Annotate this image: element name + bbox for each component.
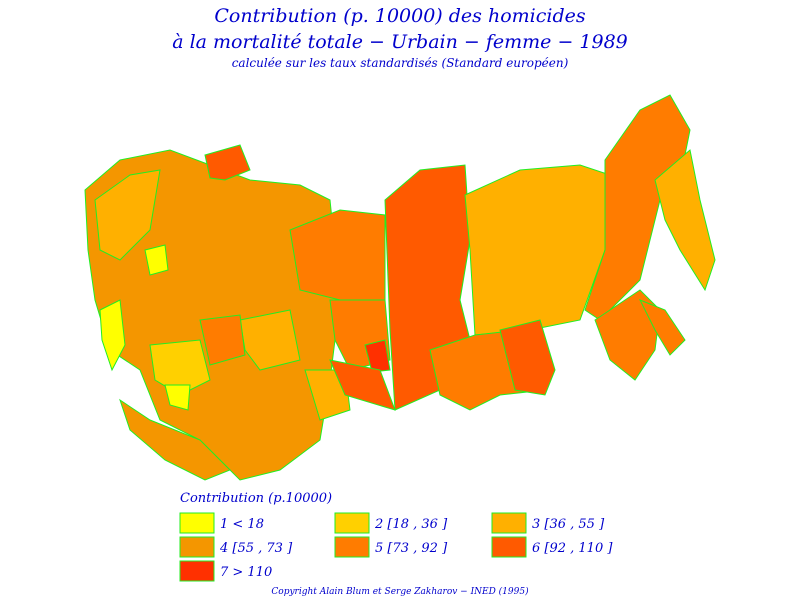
- legend-label: 3 [36 , 55 ]: [532, 517, 605, 532]
- region: [304, 369, 351, 421]
- region: [119, 398, 231, 481]
- legend-label: 4 [55 , 73 ]: [219, 541, 293, 556]
- region: [499, 319, 556, 396]
- region: [149, 339, 211, 396]
- legend-label: 1 < 18: [220, 517, 264, 532]
- legend-swatch: [491, 536, 527, 558]
- legend: 1 < 18 2 [18 , 36 ] 3 [36 , 55 ] 4 [55 , 73…: [179, 512, 613, 582]
- region: [204, 144, 251, 181]
- region: [654, 149, 716, 292]
- copyright: Copyright Alain Blum et Serge Zakharov −…: [271, 586, 529, 597]
- legend-swatch: [334, 512, 370, 534]
- legend-label: 6 [92 , 110 ]: [532, 541, 613, 556]
- region: [199, 314, 246, 366]
- legend-label: 7 > 110: [220, 565, 272, 580]
- region: [144, 244, 169, 276]
- legend-label: 5 [73 , 92 ]: [375, 541, 448, 556]
- region: [464, 164, 611, 336]
- legend-swatch: [179, 536, 215, 558]
- map: [84, 94, 716, 481]
- region: [594, 289, 661, 381]
- region: [364, 339, 391, 373]
- region: [94, 169, 161, 261]
- legend-title: Contribution (p.10000): [180, 491, 332, 506]
- legend-swatch: [491, 512, 527, 534]
- legend-label: 2 [18 , 36 ]: [374, 517, 448, 532]
- subtitle: à la mortalité totale − Urbain − femme −…: [172, 31, 628, 53]
- legend-swatch: [179, 560, 215, 582]
- legend-swatch: [334, 536, 370, 558]
- title: Contribution (p. 10000) des homicides: [214, 5, 585, 27]
- region: [99, 299, 126, 372]
- region: [329, 359, 396, 411]
- note: calculée sur les taux standardisés (Stan…: [232, 56, 569, 70]
- legend-swatch: [179, 512, 215, 534]
- region: [638, 299, 686, 356]
- region: [164, 384, 191, 411]
